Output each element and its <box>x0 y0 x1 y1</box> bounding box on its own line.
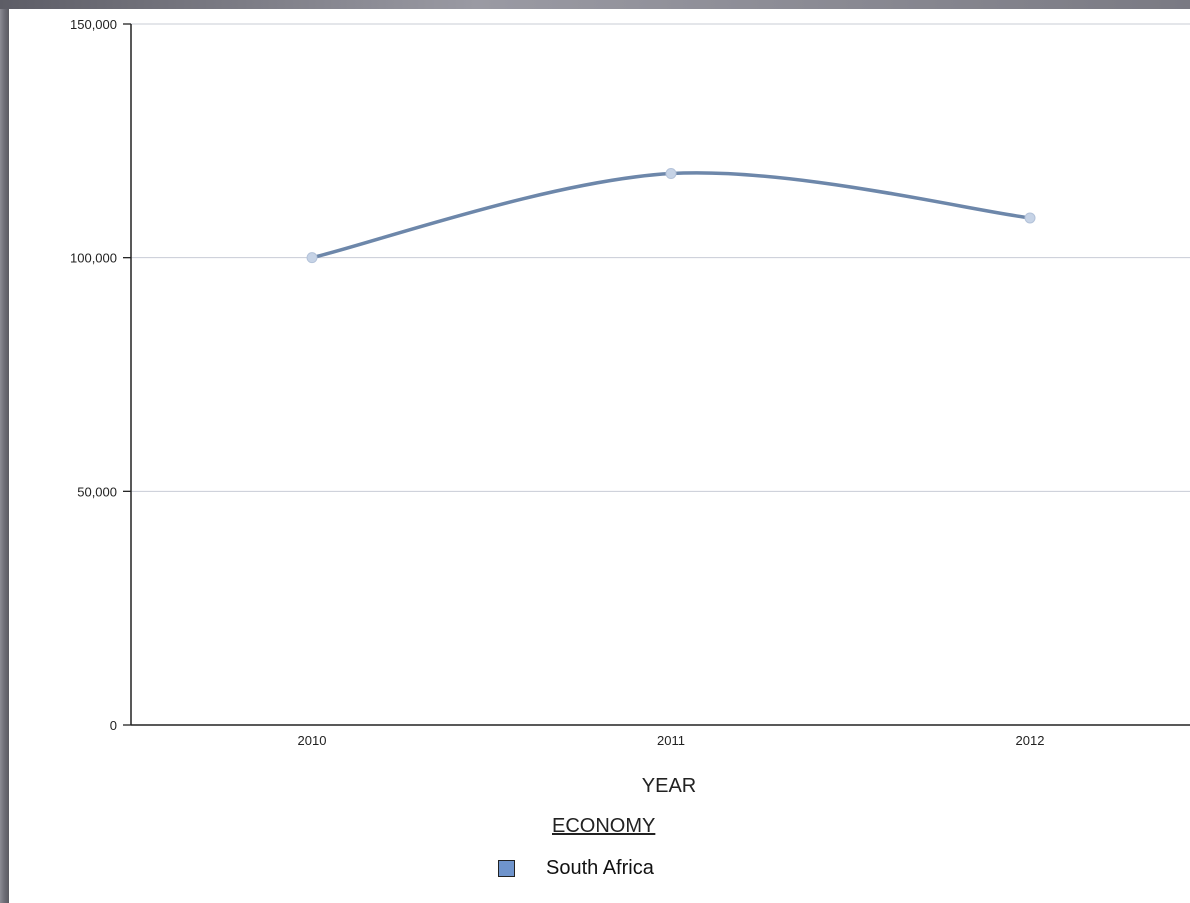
series-line-south-africa <box>310 171 1032 260</box>
data-point[interactable] <box>665 168 677 180</box>
y-tick-label: 150,000 <box>70 17 117 32</box>
y-tick-label: 50,000 <box>77 484 117 499</box>
x-tick-label: 2010 <box>298 733 327 748</box>
y-tick-label: 0 <box>110 718 117 733</box>
data-point[interactable] <box>306 252 318 264</box>
x-axis-title: YEAR <box>642 775 696 797</box>
window-top-bar <box>0 0 1190 9</box>
chart-panel <box>9 9 1190 903</box>
x-axis-ticks: 2010 2011 2012 <box>298 733 1045 748</box>
x-tick-label: 2012 <box>1016 733 1045 748</box>
grid-lines <box>131 23 1190 492</box>
series-layer <box>306 168 1036 264</box>
axes <box>130 24 1190 726</box>
x-tick-label: 2011 <box>657 733 685 748</box>
y-axis-ticks: 0 50,000 100,000 150,000 <box>70 17 131 733</box>
data-point[interactable] <box>1024 212 1036 224</box>
y-tick-label: 100,000 <box>70 251 117 266</box>
